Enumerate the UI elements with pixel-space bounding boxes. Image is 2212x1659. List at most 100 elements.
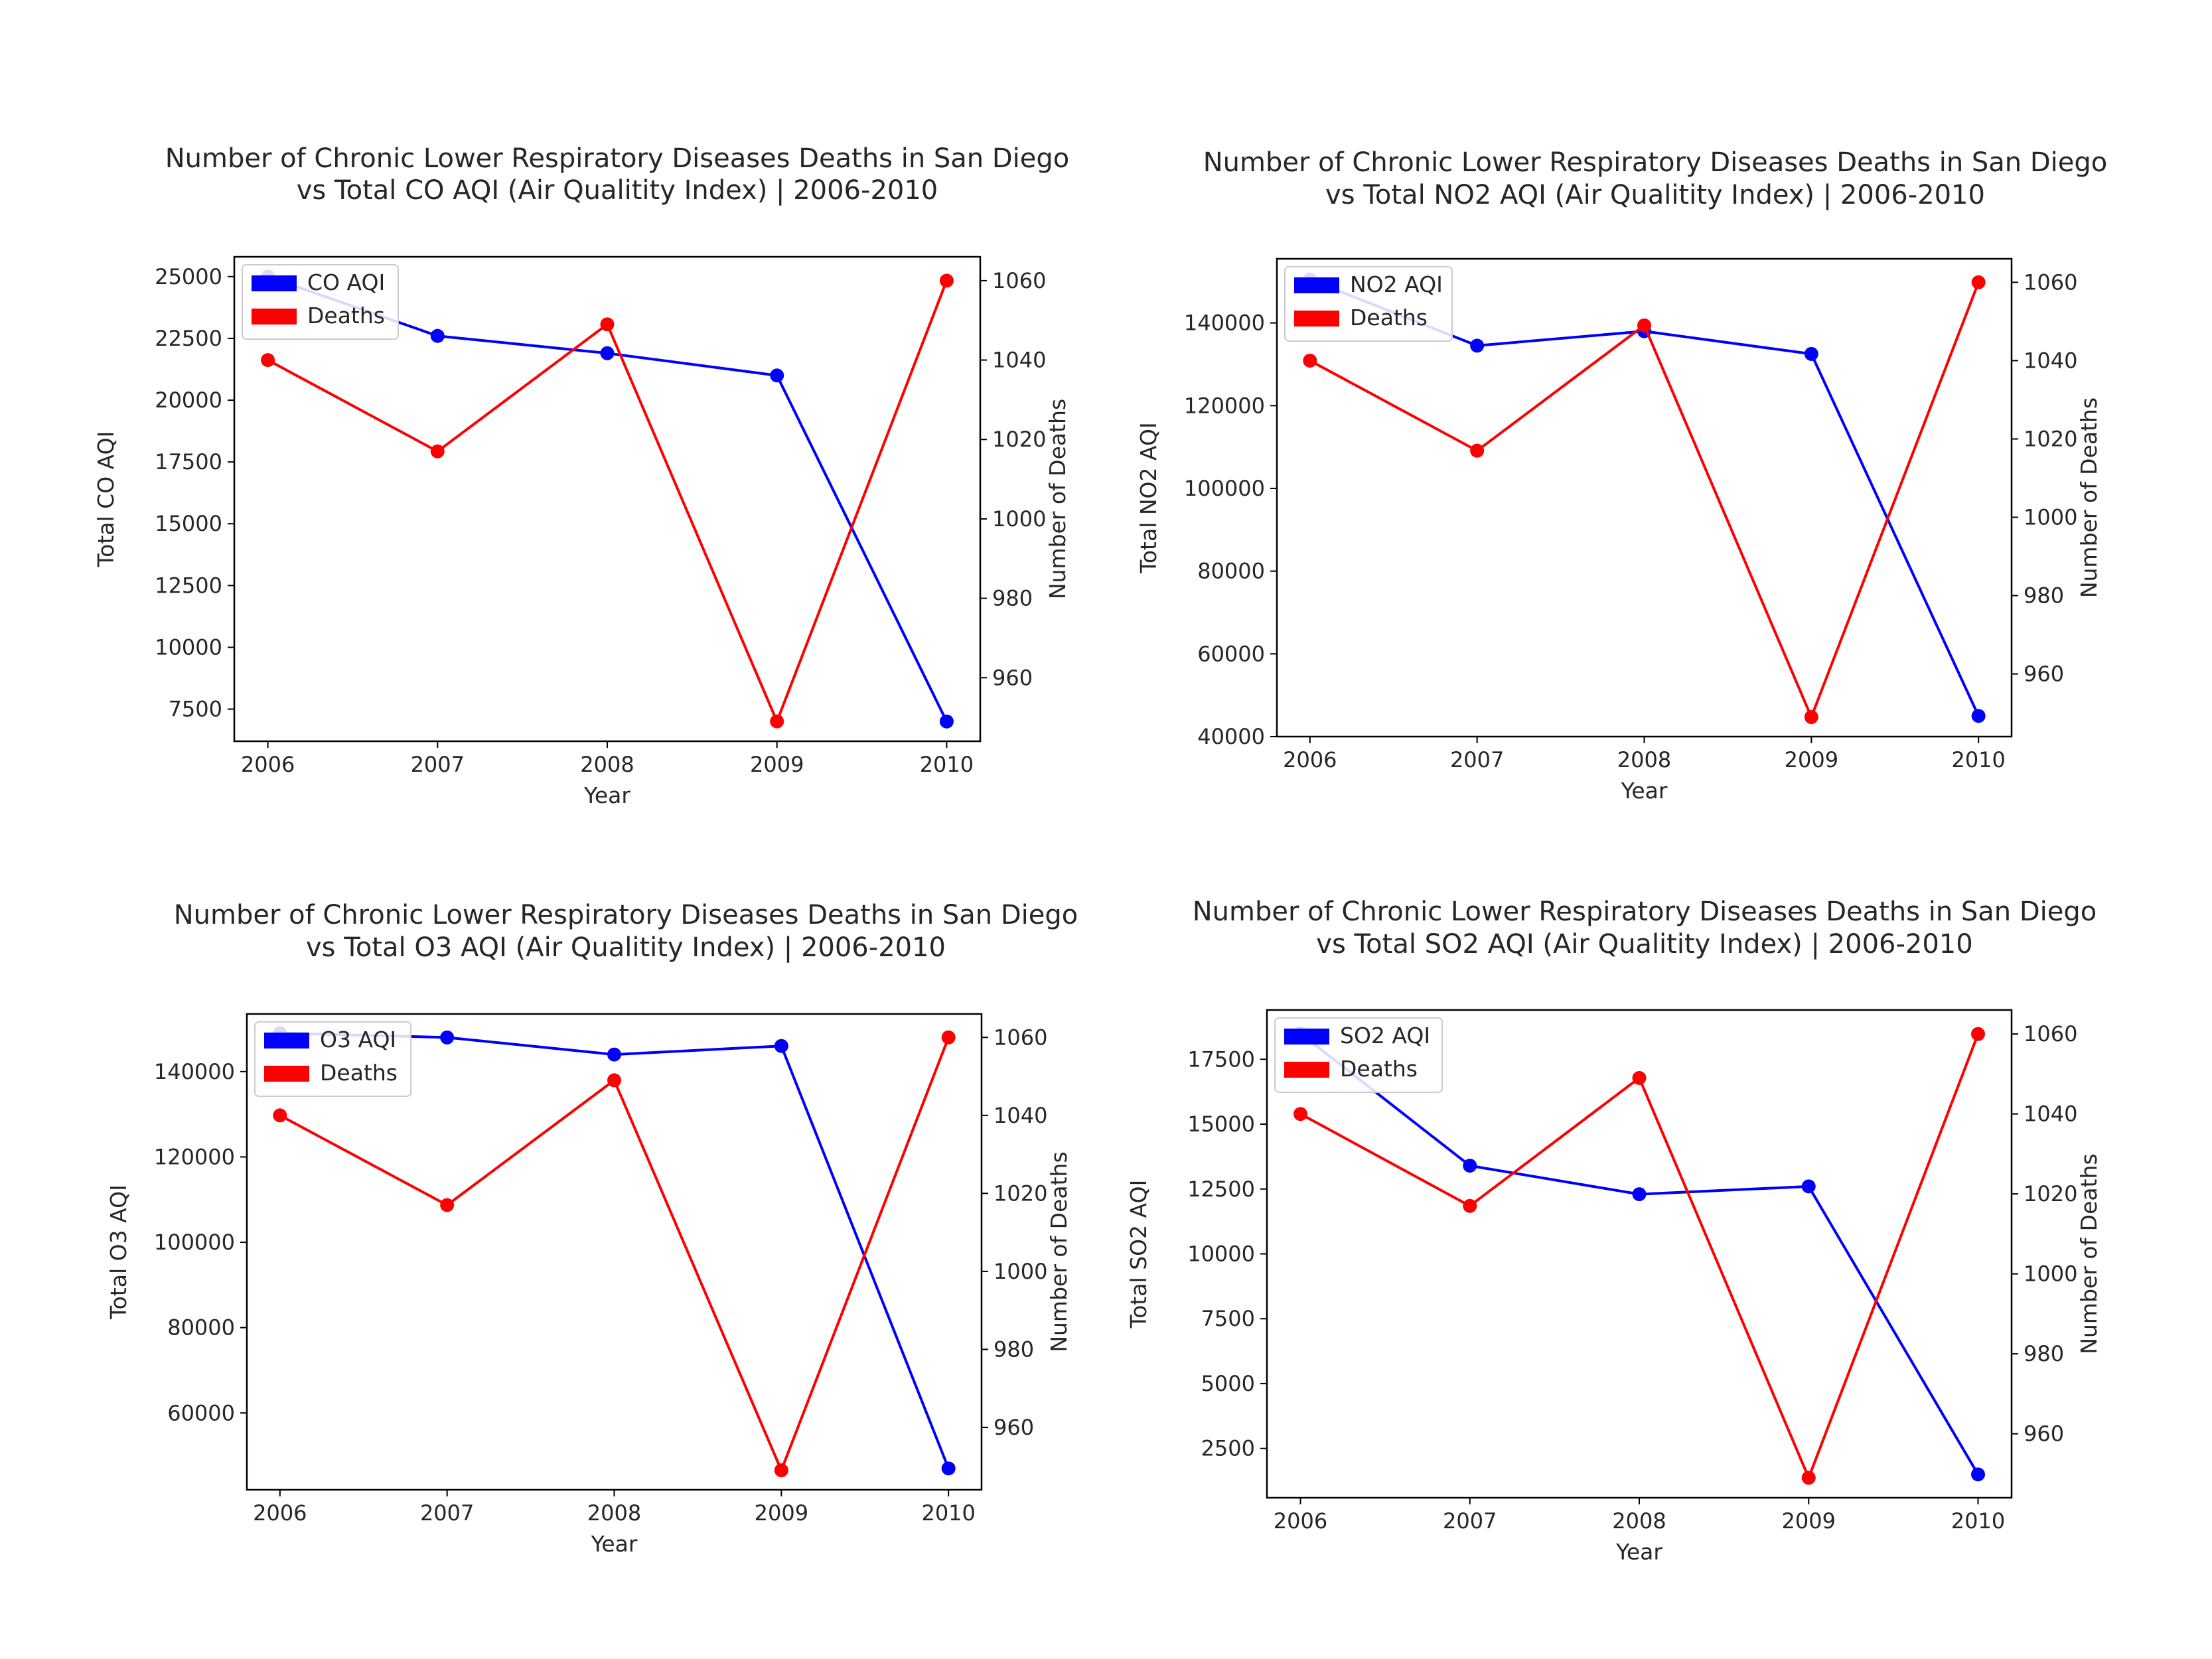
- data-point: [941, 1030, 956, 1045]
- data-point: [440, 1030, 455, 1045]
- y-right-tick-label: 960: [992, 665, 1033, 690]
- legend-label: NO2 AQI: [1350, 271, 1443, 297]
- series-line-1: [1299, 1032, 1980, 1475]
- legend-swatch: [1294, 311, 1339, 326]
- x-tick-label: 2010: [921, 1500, 975, 1526]
- y-tick-label: 80000: [167, 1315, 235, 1340]
- x-tick-label: 2009: [755, 1500, 808, 1526]
- legend-swatch: [252, 309, 297, 325]
- y-right-tick-label: 980: [2024, 1341, 2064, 1366]
- x-tick-label: 2007: [411, 752, 465, 777]
- legend: NO2 AQI Deaths: [1284, 266, 1453, 342]
- y-axis-label: Total NO2 AQI: [1136, 422, 1161, 573]
- y-right-tick-label: 960: [2024, 1421, 2064, 1447]
- x-tick-label: 2006: [241, 752, 295, 777]
- data-point: [1971, 1027, 1986, 1041]
- x-axis-label: Year: [1621, 778, 1668, 804]
- y-tick-label: 5000: [1201, 1371, 1255, 1396]
- legend-label: SO2 AQI: [1340, 1023, 1430, 1048]
- data-point: [1293, 1107, 1307, 1121]
- chart-title-line-1: Number of Chronic Lower Respiratory Dise…: [174, 900, 1078, 930]
- data-point: [607, 1073, 621, 1088]
- series-line-1: [1309, 278, 1980, 717]
- y-tick-label: 25000: [155, 264, 222, 289]
- data-point: [1470, 338, 1485, 353]
- y-tick-label: 12500: [155, 573, 222, 598]
- legend-label: O3 AQI: [320, 1027, 396, 1052]
- y-tick-label: 40000: [1197, 724, 1265, 749]
- legend-label: Deaths: [320, 1060, 398, 1086]
- data-point: [1801, 1179, 1816, 1194]
- y-right-tick-label: 1060: [2024, 269, 2077, 295]
- data-point: [939, 273, 954, 288]
- y-right-tick-label: 980: [992, 586, 1033, 611]
- x-axis-label: Year: [1615, 1539, 1662, 1565]
- legend: CO AQI Deaths: [242, 264, 399, 340]
- x-tick-label: 2009: [750, 752, 804, 777]
- y-right-tick-label: 1040: [992, 348, 1046, 373]
- legend-label: CO AQI: [307, 269, 385, 295]
- chart-title-line-1: Number of Chronic Lower Respiratory Dise…: [1193, 897, 2097, 927]
- data-point: [1804, 346, 1818, 361]
- y-right-tick-label: 1060: [992, 268, 1046, 293]
- data-point: [1971, 1467, 1986, 1482]
- y-tick-label: 7500: [1201, 1306, 1255, 1331]
- data-point: [774, 1039, 788, 1053]
- y-right-tick-label: 1020: [992, 427, 1046, 452]
- chart-title-line-2: vs Total NO2 AQI (Air Qualitity Index) |…: [1325, 180, 1985, 210]
- y-right-tick-label: 960: [994, 1415, 1034, 1440]
- data-point: [1637, 318, 1651, 332]
- chart-title-line-1: Number of Chronic Lower Respiratory Dise…: [1203, 147, 2108, 178]
- legend-swatch: [264, 1033, 309, 1048]
- legend-label: Deaths: [1340, 1056, 1418, 1082]
- y-right-tick-label: 1060: [994, 1025, 1047, 1050]
- y-right-axis-label: Number of Deaths: [1046, 1151, 1072, 1352]
- series-line-1: [279, 1031, 950, 1469]
- legend: SO2 AQI Deaths: [1274, 1017, 1443, 1093]
- y-tick-label: 15000: [155, 511, 222, 536]
- data-point: [1632, 1187, 1647, 1202]
- y-tick-label: 15000: [1187, 1112, 1255, 1137]
- chart-title-line-2: vs Total O3 AQI (Air Qualitity Index) | …: [306, 932, 946, 963]
- data-point: [440, 1198, 455, 1212]
- chart-title-line-2: vs Total CO AQI (Air Qualitity Index) | …: [297, 175, 938, 206]
- y-tick-label: 120000: [1184, 393, 1265, 418]
- y-right-tick-label: 1020: [2024, 426, 2077, 451]
- data-point: [1804, 709, 1818, 724]
- y-axis-label: Total O3 AQI: [106, 1185, 131, 1320]
- data-point: [1470, 443, 1485, 458]
- y-right-tick-label: 1000: [2024, 1262, 2077, 1287]
- data-point: [770, 368, 784, 383]
- subplot-3: Number of Chronic Lower Respiratory Dise…: [106, 900, 1078, 1557]
- data-point: [941, 1461, 956, 1476]
- data-point: [1971, 709, 1986, 723]
- y-tick-label: 17500: [155, 449, 222, 474]
- y-right-axis-label: Number of Deaths: [1045, 399, 1070, 599]
- y-tick-label: 60000: [167, 1400, 235, 1425]
- subplot-1: Number of Chronic Lower Respiratory Dise…: [93, 143, 1070, 808]
- data-point: [939, 714, 954, 729]
- x-axis-label: Year: [583, 782, 630, 808]
- x-tick-label: 2008: [587, 1500, 641, 1526]
- x-tick-label: 2007: [1443, 1508, 1497, 1534]
- data-point: [607, 1047, 621, 1062]
- x-tick-label: 2010: [1951, 747, 2005, 772]
- y-right-tick-label: 1040: [994, 1103, 1047, 1128]
- legend: O3 AQI Deaths: [254, 1021, 411, 1097]
- x-tick-label: 2006: [1283, 747, 1337, 772]
- y-tick-label: 17500: [1187, 1046, 1255, 1072]
- legend-swatch: [1284, 1029, 1329, 1045]
- y-right-tick-label: 980: [994, 1336, 1034, 1362]
- data-point: [1303, 353, 1317, 368]
- data-point: [774, 1463, 788, 1478]
- data-point: [261, 353, 275, 368]
- data-point: [430, 328, 445, 343]
- legend-label: Deaths: [1350, 305, 1428, 330]
- y-tick-label: 22500: [155, 326, 222, 351]
- x-tick-label: 2008: [580, 752, 634, 777]
- x-tick-label: 2006: [1274, 1508, 1327, 1534]
- series-line-2: [1299, 1033, 1980, 1479]
- data-point: [600, 346, 615, 360]
- y-right-tick-label: 1000: [992, 506, 1046, 532]
- legend-swatch: [252, 275, 297, 291]
